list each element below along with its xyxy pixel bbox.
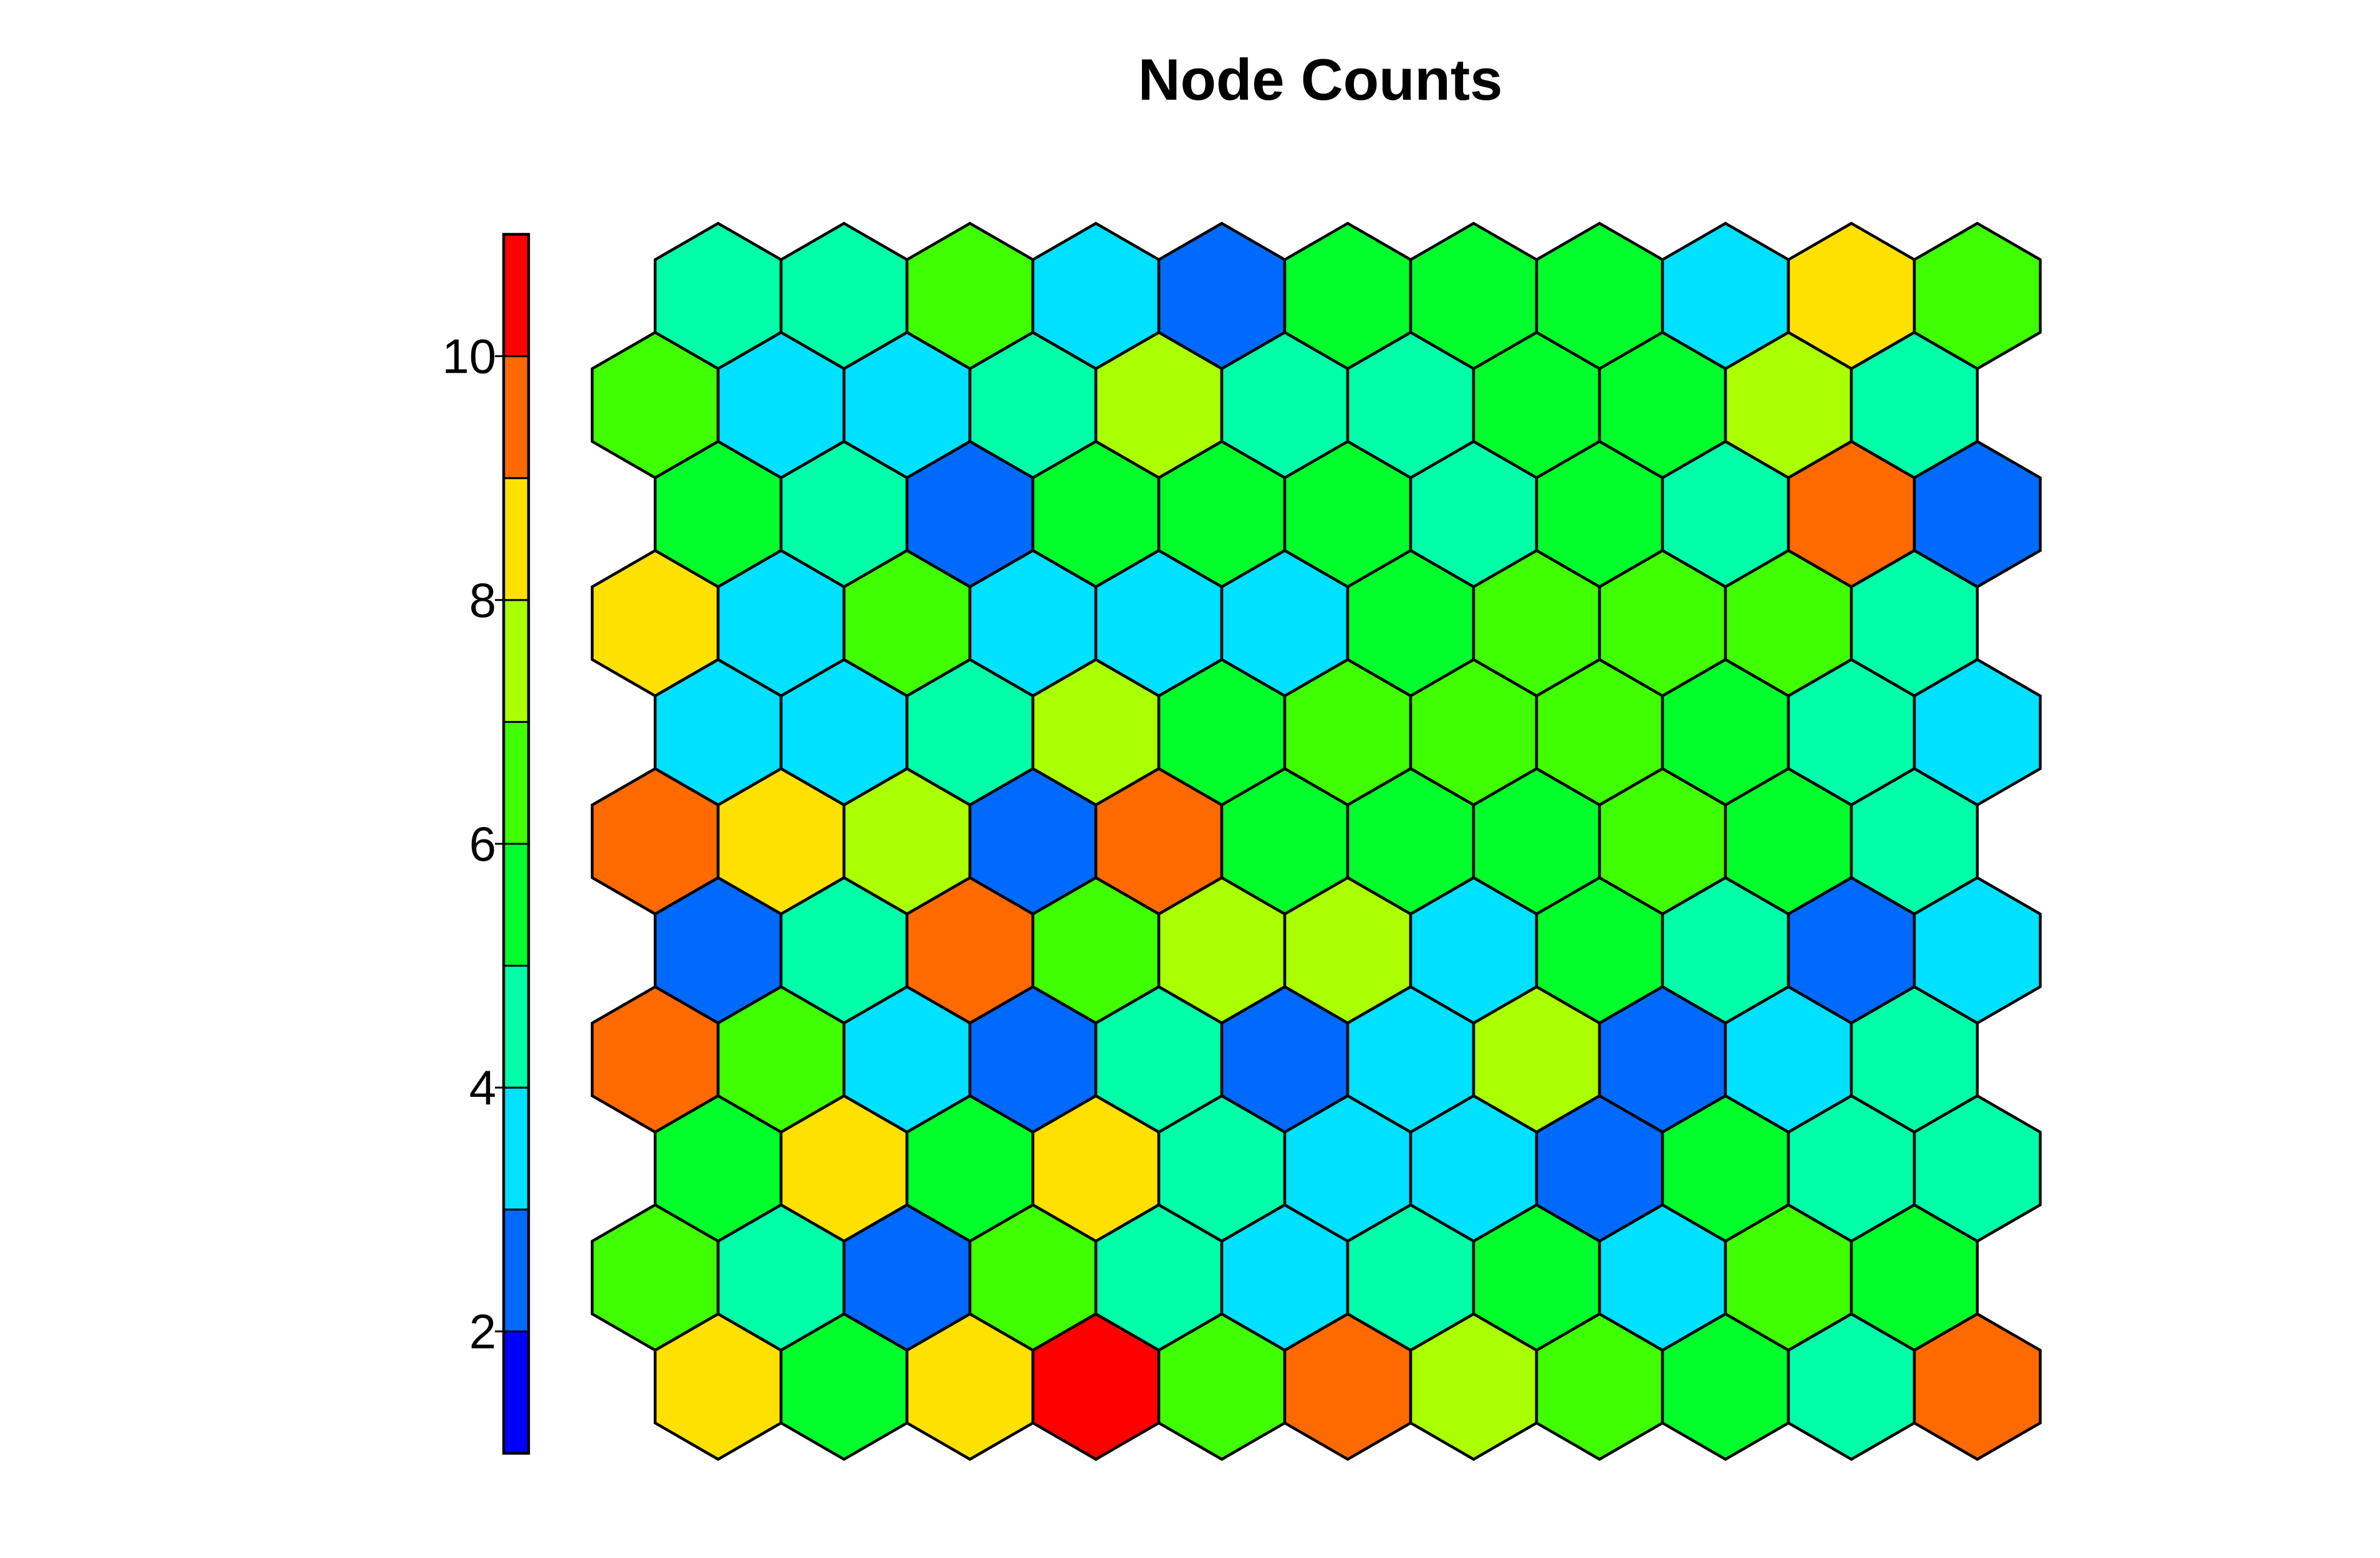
- colorbar-segment: [502, 720, 530, 845]
- hex-grid: [590, 221, 2042, 1461]
- chart-title: Node Counts: [1138, 47, 1503, 112]
- colorbar-segment: [502, 1208, 530, 1332]
- colorbar-segment: [502, 1330, 530, 1455]
- colorbar-tick-label: 2: [469, 1304, 496, 1359]
- hex-node: [1912, 1312, 2042, 1461]
- colorbar-tick-label: 10: [442, 329, 496, 384]
- colorbar-segment: [502, 599, 530, 723]
- colorbar-tick-label: 6: [469, 816, 496, 871]
- colorbar-segment: [502, 355, 530, 479]
- colorbar-tick-label: 4: [469, 1060, 496, 1115]
- colorbar-segment: [502, 843, 530, 967]
- colorbar-segment: [502, 965, 530, 1089]
- colorbar-segment: [502, 233, 530, 358]
- colorbar-tick-label: 8: [469, 573, 496, 628]
- colorbar-segment: [502, 1086, 530, 1211]
- colorbar: 2 4 6 8 10: [442, 232, 530, 1455]
- colorbar-segment: [502, 477, 530, 601]
